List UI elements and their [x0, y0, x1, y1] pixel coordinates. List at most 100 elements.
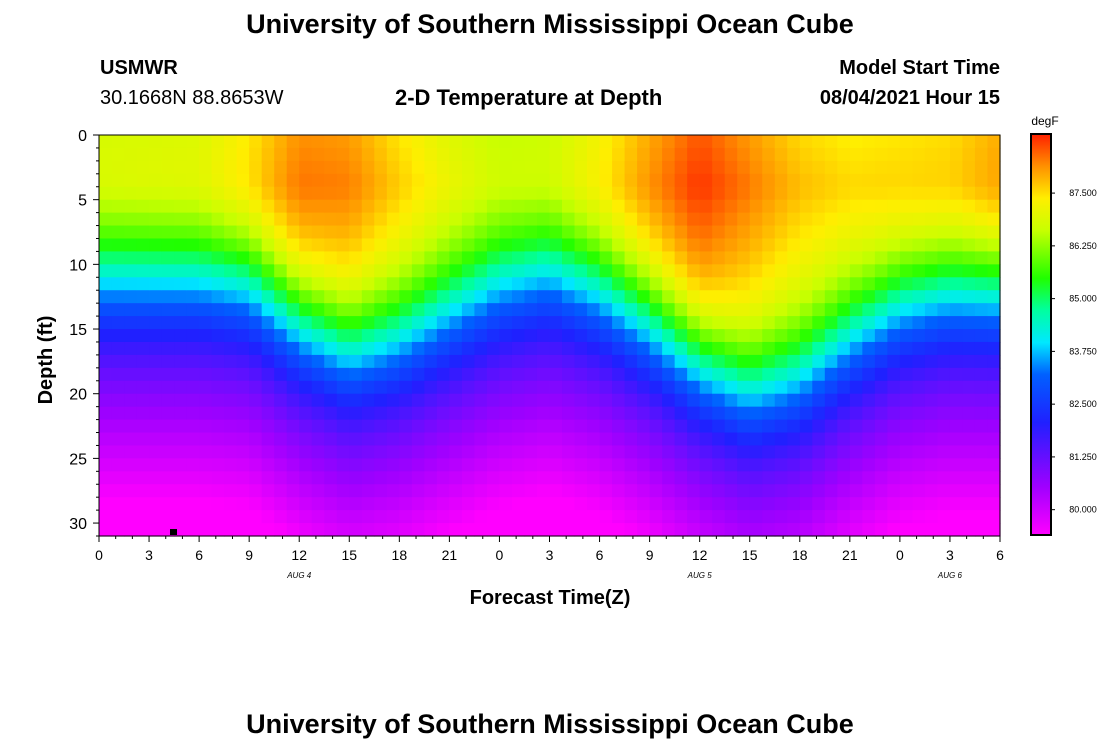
heatmap-cell [937, 497, 951, 511]
heatmap-cell [461, 354, 476, 369]
heatmap-cell [799, 290, 813, 304]
heatmap-cell [374, 173, 388, 188]
heatmap-cell [524, 497, 538, 511]
heatmap-cell [436, 225, 450, 240]
heatmap-cell [511, 329, 526, 343]
heatmap-cell [349, 160, 363, 175]
heatmap-cell [449, 341, 463, 356]
heatmap-cell [199, 251, 213, 265]
heatmap-cell [311, 432, 325, 447]
heatmap-cell [812, 497, 826, 511]
model-start-label: Model Start Time [839, 57, 1000, 79]
heatmap-cell [899, 341, 914, 356]
heatmap-cell [536, 458, 551, 472]
heatmap-cell [799, 354, 813, 369]
heatmap-cell [649, 160, 663, 175]
heatmap-cell [261, 484, 275, 498]
heatmap-cell [737, 212, 751, 227]
heatmap-cell [662, 316, 676, 330]
heatmap-cell [111, 135, 125, 149]
heatmap-cell [449, 419, 463, 434]
heatmap-cell [624, 471, 638, 485]
heatmap-cell [987, 212, 1001, 227]
heatmap-cell [574, 329, 588, 343]
heatmap-cell [299, 135, 313, 149]
heatmap-cell [186, 471, 200, 485]
heatmap-cell [236, 510, 250, 524]
heatmap-cell [449, 290, 463, 304]
heatmap-cell [461, 329, 476, 343]
heatmap-cell [699, 212, 713, 227]
heatmap-cell [937, 380, 951, 395]
heatmap-cell [824, 354, 838, 369]
heatmap-cell [637, 393, 651, 408]
heatmap-cell [374, 264, 388, 278]
heatmap-cell [849, 303, 863, 317]
heatmap-cell [324, 251, 338, 265]
heatmap-cell [887, 173, 901, 188]
heatmap-cell [186, 523, 200, 537]
heatmap-cell [974, 303, 989, 317]
heatmap-cell [249, 393, 263, 408]
heatmap-cell [599, 419, 613, 434]
heatmap-cell [724, 484, 738, 498]
heatmap-cell [774, 445, 788, 459]
heatmap-cell [824, 471, 838, 485]
heatmap-cell [149, 329, 163, 343]
heatmap-cell [962, 523, 976, 537]
heatmap-cell [474, 160, 488, 175]
heatmap-cell [887, 458, 901, 472]
heatmap-cell [662, 380, 676, 395]
heatmap-cell [674, 367, 688, 382]
heatmap-cell [974, 406, 989, 421]
heatmap-cell [649, 406, 663, 421]
heatmap-cell [824, 290, 838, 304]
heatmap-cell [474, 251, 488, 265]
heatmap-cell [549, 238, 563, 253]
heatmap-cell [824, 316, 838, 330]
heatmap-cell [724, 186, 738, 201]
colorbar-tick-label: 83.750 [1069, 346, 1097, 356]
heatmap-cell [862, 393, 876, 408]
heatmap-cell [436, 523, 450, 537]
heatmap-cell [599, 497, 613, 511]
heatmap-cell [286, 497, 300, 511]
heatmap-cell [662, 354, 676, 369]
heatmap-cell [574, 264, 588, 278]
heatmap-cell [837, 471, 851, 485]
heatmap-cell [924, 341, 939, 356]
heatmap-cell [824, 484, 838, 498]
heatmap-cell [724, 160, 738, 175]
heatmap-cell [824, 186, 838, 201]
heatmap-cell [511, 135, 526, 149]
heatmap-cell [274, 290, 288, 304]
heatmap-cell [149, 380, 163, 395]
heatmap-cell [99, 393, 113, 408]
heatmap-cell [674, 406, 688, 421]
heatmap-cell [499, 419, 513, 434]
heatmap-cell [124, 251, 138, 265]
heatmap-cell [399, 264, 413, 278]
data-marker [170, 529, 177, 535]
heatmap-cell [787, 147, 801, 162]
heatmap-cell [424, 303, 438, 317]
heatmap-cell [949, 367, 964, 382]
heatmap-cell [386, 458, 400, 472]
heatmap-cell [286, 316, 300, 330]
heatmap-cell [812, 523, 826, 537]
heatmap-cell [111, 160, 125, 175]
y-tick-label: 30 [69, 516, 87, 533]
heatmap-cell [549, 251, 563, 265]
heatmap-cell [612, 173, 626, 188]
heatmap-cell [199, 432, 213, 447]
heatmap-cell [149, 523, 163, 537]
heatmap-cell [599, 264, 613, 278]
heatmap-cell [737, 147, 751, 162]
heatmap-cell [849, 186, 863, 201]
heatmap-cell [674, 186, 688, 201]
heatmap-cell [286, 432, 300, 447]
heatmap-cell [274, 135, 288, 149]
heatmap-cell [899, 419, 914, 434]
heatmap-cell [699, 458, 713, 472]
heatmap-cell [924, 238, 939, 253]
